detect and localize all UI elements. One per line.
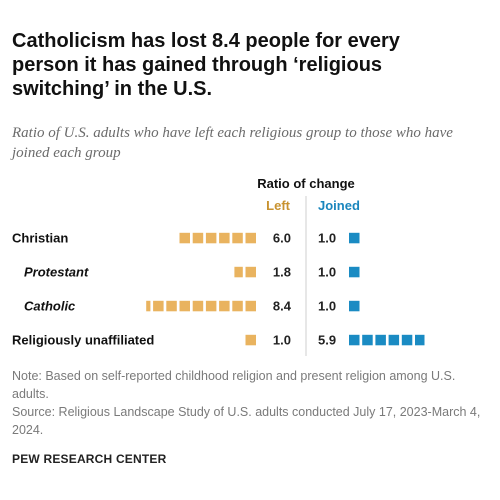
joined-bar-3-unit-3 xyxy=(388,334,400,346)
pew-research-center-logo: PEW RESEARCH CENTER xyxy=(12,452,167,466)
joined-value-label: 1.0 xyxy=(318,265,336,280)
left-value-label: 8.4 xyxy=(273,299,292,314)
joined-column-header: Joined xyxy=(318,198,360,213)
joined-value-label: 1.0 xyxy=(318,299,336,314)
left-bar-2-unit-7 xyxy=(153,300,164,312)
left-bar-0-unit-3 xyxy=(205,232,217,244)
category-label: Protestant xyxy=(24,265,89,280)
left-bar-0-unit-0 xyxy=(245,232,256,244)
left-bar-1-unit-0 xyxy=(245,266,256,278)
joined-bar-3-unit-2 xyxy=(375,334,386,346)
left-column-header: Left xyxy=(266,198,291,213)
left-bar-2-unit-6 xyxy=(166,300,177,312)
category-label: Christian xyxy=(12,231,68,246)
source-text: Source: Religious Landscape Study of U.S… xyxy=(12,405,481,437)
left-value-label: 6.0 xyxy=(273,231,291,246)
left-bar-3-unit-0 xyxy=(245,334,256,346)
joined-bar-3-unit-1 xyxy=(362,334,373,346)
left-bar-2-unit-1 xyxy=(232,300,243,312)
joined-bar-2-unit-0 xyxy=(349,300,360,312)
category-label: Religiously unaffiliated xyxy=(12,333,154,348)
left-bar-2-unit-4 xyxy=(192,300,204,312)
joined-bar-3-unit-5 xyxy=(415,334,425,346)
ratio-of-change-header: Ratio of change xyxy=(257,176,355,191)
left-value-label: 1.8 xyxy=(273,265,291,280)
joined-value-label: 5.9 xyxy=(318,333,336,348)
joined-bar-3-unit-4 xyxy=(401,334,413,346)
joined-bar-0-unit-0 xyxy=(349,232,360,244)
left-bar-2-unit-2 xyxy=(219,300,230,312)
left-bar-1-unit-1 xyxy=(234,266,243,278)
category-label: Catholic xyxy=(24,299,76,314)
joined-value-label: 1.0 xyxy=(318,231,336,246)
chart-title: Catholicism has lost 8.4 people for ever… xyxy=(12,30,400,100)
left-bar-2-unit-3 xyxy=(205,300,217,312)
joined-bar-3-unit-0 xyxy=(349,334,360,346)
ratio-chart: Ratio of change Left Joined Christian 6.0 1.0… xyxy=(12,176,425,356)
left-bar-0-unit-4 xyxy=(192,232,204,244)
chart-subtitle: Ratio of U.S. adults who have left each … xyxy=(12,125,453,161)
left-bar-2-unit-5 xyxy=(179,300,190,312)
left-bar-0-unit-2 xyxy=(219,232,230,244)
left-bar-2-unit-8 xyxy=(146,300,151,312)
joined-bar-1-unit-0 xyxy=(349,266,360,278)
left-value-label: 1.0 xyxy=(273,333,291,348)
note-text: Note: Based on self-reported childhood r… xyxy=(12,369,456,401)
left-bar-0-unit-1 xyxy=(232,232,243,244)
left-bar-0-unit-5 xyxy=(179,232,190,244)
left-bar-2-unit-0 xyxy=(245,300,256,312)
